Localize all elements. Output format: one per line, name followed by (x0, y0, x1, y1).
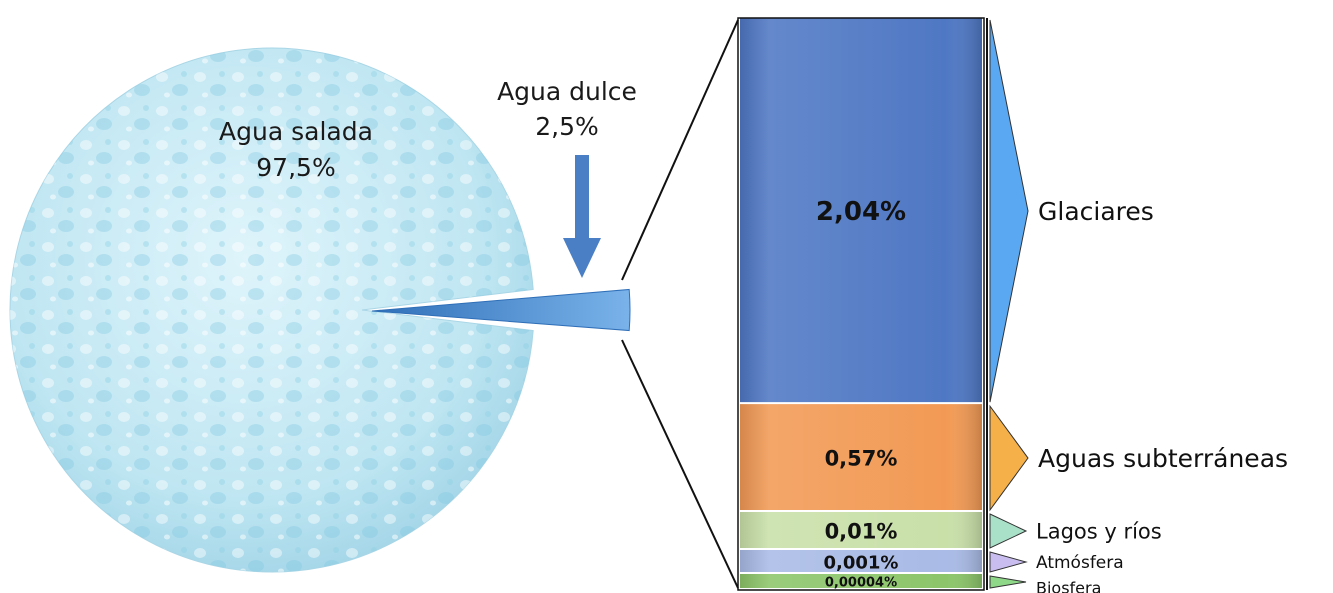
category-label-aguas-subterraneas: Aguas subterráneas (1038, 444, 1288, 473)
down-arrow-icon (563, 155, 601, 278)
bar-segment-shade (740, 18, 982, 403)
bar-frame (737, 17, 985, 591)
connector-line-top (621, 19, 739, 281)
pointer-biosfera (989, 575, 1027, 589)
bar-segment-shade (740, 404, 982, 510)
bar-segment-shade (740, 574, 982, 588)
value-label-aguas-subterraneas: 0,57% (825, 446, 898, 470)
pointer-aguas-subterraneas (989, 404, 1029, 512)
pie-chart: Agua salada 97,5% Agua dulce 2,5% (9, 47, 637, 573)
connector-line-bottom (621, 339, 739, 589)
value-label-lagos-y-rios: 0,01% (825, 519, 898, 543)
category-label-glaciares: Glaciares (1038, 197, 1154, 226)
pie-value-agua-salada: 97,5% (256, 153, 335, 182)
value-label-glaciares: 2,04% (816, 197, 906, 227)
pie-slice-agua-dulce (371, 288, 631, 332)
value-label-biosfera: 0,00004% (825, 576, 897, 591)
pie-label-agua-salada: Agua salada (219, 117, 373, 146)
pie-label-agua-dulce: Agua dulce (497, 77, 637, 106)
bar-segment-shade (740, 550, 982, 572)
pie-slice-texture (10, 47, 534, 572)
bar-segment-shade (740, 512, 982, 548)
stacked-bar: 2,04% Glaciares 0,57% Aguas subterráneas 0,0… (740, 18, 1288, 593)
category-label-atmosfera: Atmósfera (1036, 553, 1124, 573)
value-label-atmosfera: 0,001% (824, 552, 899, 573)
pointer-lagos-y-rios (989, 513, 1028, 549)
pie-value-agua-dulce: 2,5% (535, 112, 599, 141)
category-label-biosfera: Biosfera (1036, 579, 1101, 593)
category-label-lagos-y-rios: Lagos y ríos (1036, 519, 1162, 543)
pointer-atmosfera (989, 551, 1028, 573)
pointer-glaciares (989, 19, 1029, 403)
